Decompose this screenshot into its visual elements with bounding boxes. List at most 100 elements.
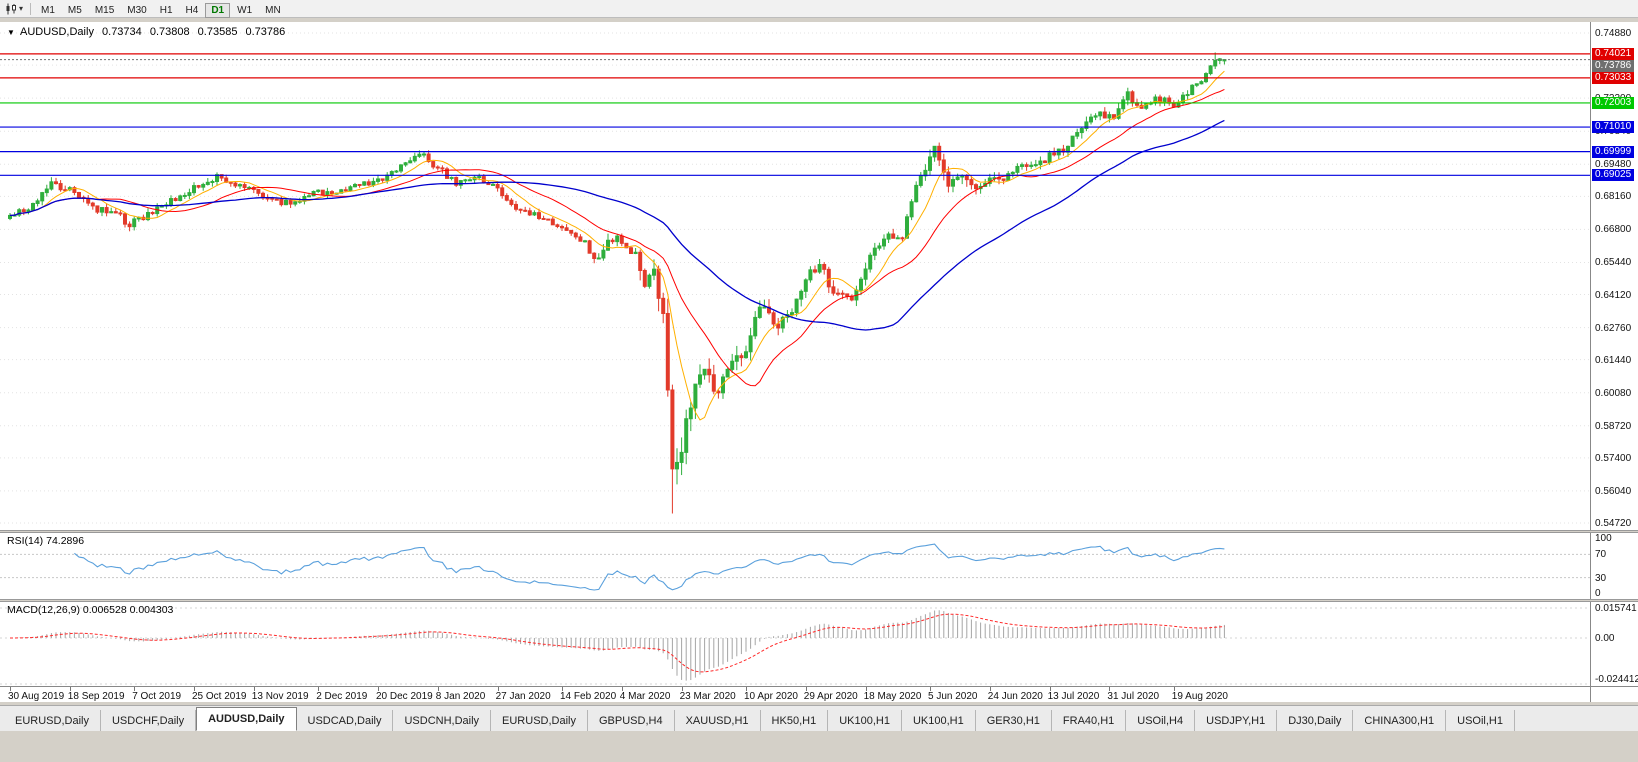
- candles: [8, 52, 1227, 514]
- chart-tab-audusd-daily[interactable]: AUDUSD,Daily: [196, 707, 297, 731]
- time-axis-label: 13 Jul 2020: [1047, 691, 1100, 702]
- price-grid: [0, 32, 1590, 524]
- price-axis-label: 0.57400: [1595, 452, 1632, 464]
- chart-tab-usoil-h4[interactable]: USOil,H4: [1126, 710, 1196, 731]
- price-axis-label: 0.54720: [1595, 518, 1632, 529]
- toolbar-separator: [30, 2, 32, 15]
- horizontal-level-lines: [0, 53, 1590, 176]
- macd-value: 0.006528 0.004303: [82, 604, 174, 616]
- timeframe-button-w1[interactable]: W1: [237, 4, 253, 16]
- time-axis-tick: [1109, 687, 1111, 691]
- price-axis-label: 0.66800: [1595, 224, 1632, 236]
- time-axis-tick: [805, 687, 807, 691]
- pane-divider-2[interactable]: [0, 599, 1638, 602]
- chart-ohlc-title: ▼ AUDUSD,Daily 0.73734 0.73808 0.73585 0…: [7, 26, 285, 38]
- time-axis-tick: [69, 687, 71, 691]
- time-axis-label: 18 Sep 2019: [67, 691, 125, 702]
- rsi-pane: RSI(14) 74.2896 100 70 30 0: [0, 533, 1638, 599]
- time-axis-label: 7 Oct 2019: [132, 691, 182, 702]
- macd-name: MACD(12,26,9): [7, 604, 80, 616]
- rsi-canvas[interactable]: [0, 533, 1590, 599]
- level-price-badge: 0.73033: [1592, 71, 1635, 84]
- time-axis-tick: [930, 687, 931, 691]
- chart-tab-uk100-h1[interactable]: UK100,H1: [902, 710, 976, 731]
- level-price-badge: 0.71010: [1592, 121, 1635, 134]
- chart-tab-usdcad-daily[interactable]: USDCAD,Daily: [297, 710, 394, 731]
- time-axis-label: 30 Aug 2019: [8, 691, 65, 702]
- timeframe-button-m15[interactable]: M15: [94, 4, 115, 16]
- chart-tab-usdjpy-h1[interactable]: USDJPY,H1: [1195, 710, 1278, 731]
- time-axis-tick: [865, 687, 867, 691]
- time-axis-label: 27 Jan 2020: [495, 691, 551, 702]
- timeframe-button-d1[interactable]: D1: [205, 2, 231, 18]
- macd-histogram: [14, 610, 1225, 681]
- time-axis-tick: [746, 687, 747, 691]
- price-chart-canvas[interactable]: [0, 22, 1590, 530]
- time-axis-label: 8 Jan 2020: [435, 691, 486, 702]
- ohlc-close: 0.73786: [245, 26, 286, 38]
- level-price-badge: 0.72003: [1592, 96, 1635, 109]
- time-axis-tick: [1049, 687, 1051, 691]
- price-axis-label: 0.58720: [1595, 420, 1632, 432]
- chart-tab-usoil-h1[interactable]: USOil,H1: [1446, 710, 1515, 731]
- price-axis-label: 0.60080: [1595, 387, 1632, 399]
- time-axis-label: 25 Oct 2019: [192, 691, 247, 702]
- timeframe-button-m5[interactable]: M5: [67, 4, 82, 16]
- rsi-line: [74, 543, 1225, 591]
- timeframe-button-h1[interactable]: H1: [159, 4, 173, 16]
- timeframe-button-h4[interactable]: H4: [185, 4, 199, 16]
- macd-axis-label: -0.024412: [1595, 674, 1638, 685]
- chart-tab-ger30-h1[interactable]: GER30,H1: [976, 710, 1052, 731]
- macd-axis[interactable]: 0.015741 0.00 -0.024412: [1590, 602, 1638, 686]
- chart-type-dropdown-icon[interactable]: ▾: [19, 4, 24, 13]
- chart-menu-icon[interactable]: ▼: [7, 28, 15, 37]
- chart-tab-eurusd-daily[interactable]: EURUSD,Daily: [491, 710, 588, 731]
- chart-tab-fra40-h1[interactable]: FRA40,H1: [1052, 710, 1127, 731]
- chart-tab-dj30-daily[interactable]: DJ30,Daily: [1277, 710, 1354, 731]
- time-axis-tick: [253, 687, 255, 691]
- chart-tab-gbpusd-h4[interactable]: GBPUSD,H4: [588, 710, 675, 731]
- rsi-axis[interactable]: 100 70 30 0: [1590, 533, 1638, 599]
- timeframe-buttons: M1 M5 M15 M30 H1 H4 D1 W1 MN: [35, 0, 288, 18]
- time-axis-tick: [378, 687, 379, 691]
- price-axis-label: 0.61440: [1595, 354, 1632, 366]
- time-axis-tick: [194, 687, 195, 691]
- timeframe-button-m1[interactable]: M1: [41, 4, 55, 16]
- timeframe-button-mn[interactable]: MN: [265, 4, 281, 16]
- level-price-badge: 0.74021: [1592, 47, 1635, 60]
- chart-type-icon[interactable]: [5, 3, 18, 15]
- chart-tab-china300-h1[interactable]: CHINA300,H1: [1353, 710, 1447, 731]
- chart-tab-usdchf-daily[interactable]: USDCHF,Daily: [101, 710, 197, 731]
- price-axis-label: 0.64120: [1595, 289, 1632, 301]
- pane-divider-1[interactable]: [0, 530, 1638, 533]
- price-axis-label: 0.68160: [1595, 191, 1632, 203]
- chart-tab-xauusd-h1[interactable]: XAUUSD,H1: [675, 710, 761, 731]
- timeframe-button-m30[interactable]: M30: [127, 4, 147, 16]
- chart-tab-uk100-h1[interactable]: UK100,H1: [828, 710, 902, 731]
- chart-tab-bar: EURUSD,Daily USDCHF,Daily AUDUSD,Daily USDC…: [0, 705, 1638, 731]
- rsi-axis-label: 100: [1595, 533, 1612, 544]
- chart-symbol-label: AUDUSD,Daily: [19, 26, 94, 38]
- time-axis-label: 5 Jun 2020: [928, 691, 978, 702]
- time-axis-tick: [437, 687, 439, 691]
- chart-tab-eurusd-daily[interactable]: EURUSD,Daily: [4, 710, 101, 731]
- time-axis-label: 19 Aug 2020: [1171, 691, 1228, 702]
- price-axis[interactable]: 0.748800.735600.722000.708400.694800.681…: [1590, 22, 1638, 530]
- macd-axis-label: 0.015741: [1595, 602, 1637, 614]
- chart-tab-usdcnh-daily[interactable]: USDCNH,Daily: [393, 710, 492, 731]
- rsi-label: RSI(14) 74.2896: [7, 535, 84, 547]
- time-axis-label: 4 Mar 2020: [619, 691, 671, 702]
- chart-tab-hk50-h1[interactable]: HK50,H1: [761, 710, 829, 731]
- time-axis-tick: [621, 687, 623, 691]
- main-chart-pane: ▼ AUDUSD,Daily 0.73734 0.73808 0.73585 0…: [0, 22, 1638, 530]
- time-axis-tick: [10, 687, 11, 691]
- price-axis-label: 0.65440: [1595, 257, 1632, 269]
- time-axis-label: 31 Jul 2020: [1107, 691, 1160, 702]
- time-axis-tick: [134, 687, 136, 691]
- macd-canvas[interactable]: [0, 602, 1590, 686]
- time-axis[interactable]: 30 Aug 2019 18 Sep 2019 7 Oct 2019 25 Oct 2…: [0, 686, 1638, 702]
- price-axis-label: 0.69480: [1595, 159, 1632, 171]
- ohlc-open: 0.73734: [102, 26, 142, 38]
- rsi-axis-label: 0: [1595, 588, 1601, 599]
